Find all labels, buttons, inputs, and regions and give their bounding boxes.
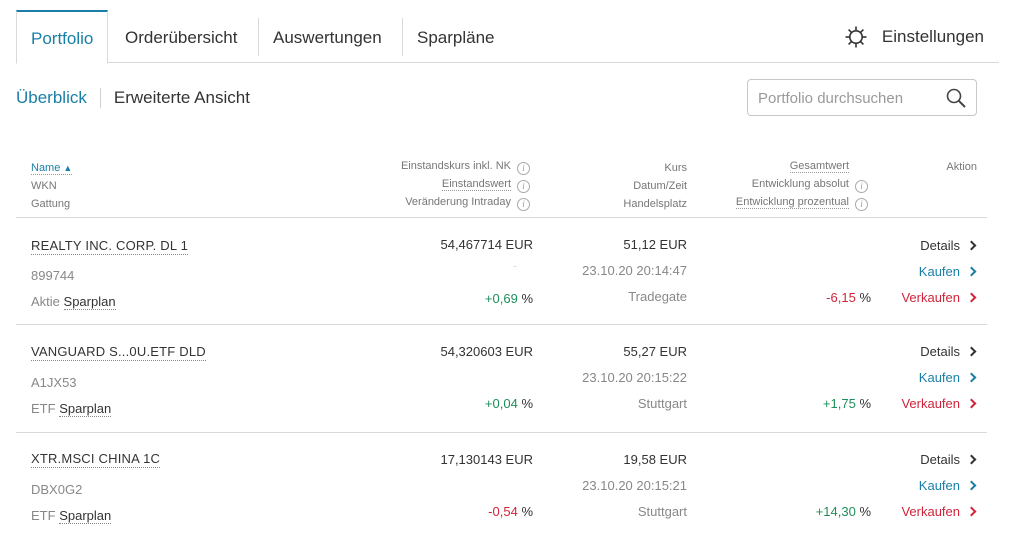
- header-name-column: Name ▲ WKN Gattung: [31, 159, 73, 213]
- handelsplatz: Tradegate: [628, 289, 687, 304]
- handelsplatz: Stuttgart: [637, 396, 687, 411]
- security-name-link[interactable]: REALTY INC. CORP. DL 1: [31, 238, 189, 255]
- chevron-right-icon: [966, 454, 977, 465]
- kurs: 51,12 EUR: [623, 237, 687, 252]
- sparplan-link[interactable]: Sparplan: [59, 401, 112, 417]
- intraday-change: -0,54 %: [488, 504, 533, 519]
- details-button[interactable]: Details: [920, 344, 977, 360]
- gattung: ETF Sparplan: [31, 508, 112, 524]
- datum-zeit: 23.10.20 20:15:21: [582, 478, 687, 493]
- header-wkn: WKN: [31, 180, 57, 192]
- einstandskurs: 54,467714 EUR: [440, 237, 533, 252]
- details-button[interactable]: Details: [920, 238, 977, 254]
- row-divider: [16, 324, 987, 325]
- header-einstandskurs: Einstandskurs inkl. NK: [400, 160, 511, 172]
- datum-zeit: 23.10.20 20:14:47: [582, 263, 687, 278]
- info-icon[interactable]: i: [855, 180, 868, 193]
- intraday-change: +0,69 %: [484, 291, 533, 306]
- header-aktion: Aktion: [946, 161, 977, 173]
- view-erweiterte-ansicht[interactable]: Erweiterte Ansicht: [113, 88, 250, 107]
- table-row: REALTY INC. CORP. DL 1 899744 Aktie Spar…: [16, 218, 987, 325]
- chevron-right-icon: [966, 506, 977, 517]
- chevron-right-icon: [966, 240, 977, 251]
- wkn: DBX0G2: [31, 482, 83, 497]
- einstandskurs: 17,130143 EUR: [440, 452, 533, 467]
- header-datum: Datum/Zeit: [633, 180, 687, 192]
- sparplan-link[interactable]: Sparplan: [59, 508, 112, 524]
- kurs: 19,58 EUR: [623, 452, 687, 467]
- header-intraday: Veränderung Intraday: [405, 196, 511, 208]
- verkaufen-button[interactable]: Verkaufen: [901, 396, 977, 412]
- chevron-right-icon: [966, 480, 977, 491]
- tab-divider: [402, 18, 403, 56]
- header-wert-column: Gesamtwert Entwicklung absolut i Entwickl…: [735, 157, 868, 211]
- chevron-right-icon: [966, 372, 977, 383]
- chevron-right-icon: [966, 292, 977, 303]
- main-tab-bar: Portfolio Orderübersicht Auswertungen Sp…: [16, 10, 999, 64]
- chevron-right-icon: [966, 266, 977, 277]
- view-ueberblick[interactable]: Überblick: [16, 88, 87, 107]
- header-handelsplatz: Handelsplatz: [623, 198, 687, 210]
- kurs: 55,27 EUR: [623, 344, 687, 359]
- handelsplatz: Stuttgart: [637, 504, 687, 519]
- header-entwicklung-prozentual[interactable]: Entwicklung prozentual: [735, 196, 849, 209]
- tab-divider: [258, 18, 259, 56]
- tab-orderuebersicht[interactable]: Orderübersicht: [125, 28, 238, 47]
- gear-icon: [845, 26, 867, 47]
- info-icon[interactable]: i: [855, 198, 868, 211]
- kaufen-button[interactable]: Kaufen: [919, 264, 977, 280]
- gattung: Aktie Sparplan: [31, 294, 116, 310]
- settings-label: Einstellungen: [881, 26, 984, 46]
- table-row: VANGUARD S...0U.ETF DLD A1JX53 ETF Sparp…: [16, 326, 987, 433]
- chevron-right-icon: [966, 398, 977, 409]
- gattung: ETF Sparplan: [31, 401, 112, 417]
- view-switcher: Überblick Erweiterte Ansicht: [16, 86, 250, 110]
- header-kurs: Kurs: [664, 162, 687, 174]
- header-entwicklung-absolut: Entwicklung absolut: [751, 178, 849, 190]
- kaufen-button[interactable]: Kaufen: [919, 478, 977, 494]
- details-button[interactable]: Details: [920, 452, 977, 468]
- header-gattung: Gattung: [31, 198, 71, 210]
- entwicklung-prozentual: +14,30 %: [815, 504, 871, 519]
- divider-mark: [513, 266, 517, 267]
- search-icon[interactable]: [945, 87, 967, 109]
- wkn: 899744: [31, 268, 75, 283]
- wkn: A1JX53: [31, 375, 77, 390]
- header-kurs-column: Kurs Datum/Zeit Handelsplatz: [623, 159, 687, 213]
- sort-by-name[interactable]: Name ▲: [31, 162, 73, 175]
- security-name-link[interactable]: XTR.MSCI CHINA 1C: [31, 451, 161, 468]
- tab-sparplaene[interactable]: Sparpläne: [417, 28, 495, 47]
- table-row: XTR.MSCI CHINA 1C DBX0G2 ETF Sparplan 17…: [16, 433, 987, 534]
- info-icon[interactable]: i: [517, 162, 530, 175]
- verkaufen-button[interactable]: Verkaufen: [901, 290, 977, 306]
- info-icon[interactable]: i: [517, 180, 530, 193]
- settings-button[interactable]: Einstellungen: [844, 10, 984, 63]
- entwicklung-prozentual: +1,75 %: [822, 396, 871, 411]
- row-divider: [16, 432, 987, 433]
- sparplan-link[interactable]: Sparplan: [63, 294, 116, 310]
- einstandskurs: 54,320603 EUR: [440, 344, 533, 359]
- header-divider: [16, 217, 987, 218]
- search-input[interactable]: [758, 88, 938, 108]
- datum-zeit: 23.10.20 20:15:22: [582, 370, 687, 385]
- intraday-change: +0,04 %: [484, 396, 533, 411]
- tab-portfolio[interactable]: Portfolio: [16, 10, 109, 64]
- security-name-link[interactable]: VANGUARD S...0U.ETF DLD: [31, 344, 206, 361]
- header-einstandswert[interactable]: Einstandswert: [441, 178, 511, 191]
- info-icon[interactable]: i: [517, 198, 530, 211]
- view-divider: [99, 88, 101, 108]
- header-gesamtwert[interactable]: Gesamtwert: [789, 160, 849, 173]
- chevron-right-icon: [966, 346, 977, 357]
- kaufen-button[interactable]: Kaufen: [919, 370, 977, 386]
- verkaufen-button[interactable]: Verkaufen: [901, 504, 977, 520]
- header-einstand-column: Einstandskurs inkl. NK i Einstandswert i V…: [401, 157, 530, 211]
- portfolio-search: [747, 79, 977, 116]
- entwicklung-prozentual: -6,15 %: [826, 290, 871, 305]
- tab-auswertungen[interactable]: Auswertungen: [273, 28, 382, 47]
